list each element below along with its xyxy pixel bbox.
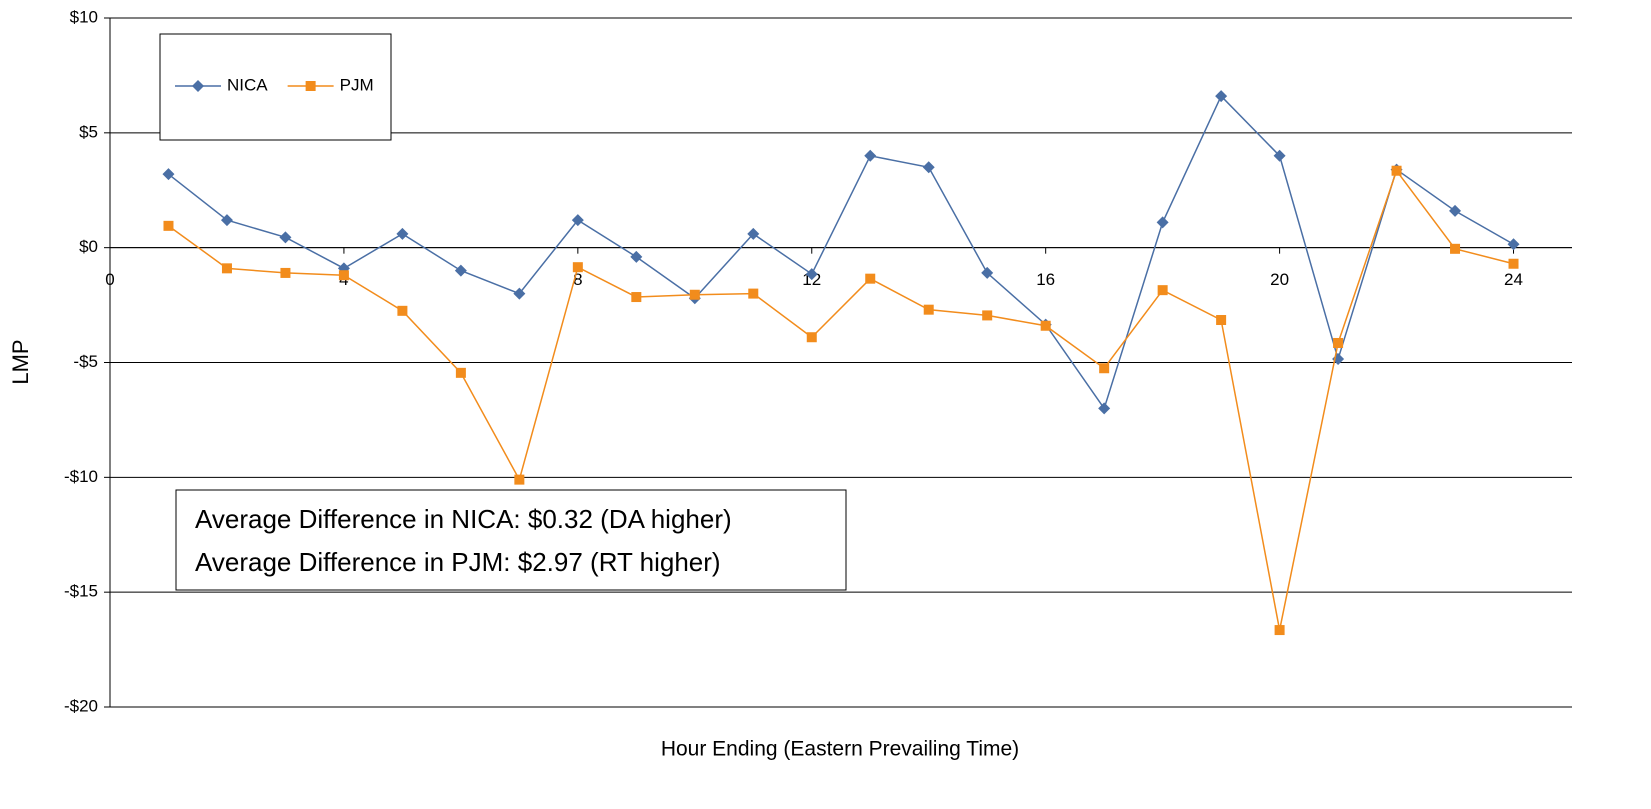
legend: NICA PJM [159, 33, 392, 141]
point [1391, 165, 1402, 176]
point [396, 227, 409, 240]
point [338, 270, 349, 281]
y-tick-label: $0 [79, 237, 98, 256]
annotation: Average Difference in NICA: $0.32 (DA hi… [175, 489, 847, 591]
point [454, 264, 467, 277]
series-line [168, 94, 1514, 411]
legend-marker [305, 81, 316, 91]
x-axis-label: Hour Ending (Eastern Prevailing Time) [661, 738, 1019, 761]
point [162, 168, 175, 181]
point [922, 161, 935, 174]
point [279, 231, 292, 244]
legend-label: NICA [227, 75, 268, 94]
y-tick-label: -$20 [64, 696, 98, 715]
point [571, 214, 584, 227]
x-tick-label: 20 [1270, 270, 1289, 289]
point [1273, 149, 1286, 162]
point [280, 267, 291, 278]
point [748, 288, 759, 299]
point [1450, 243, 1461, 254]
y-tick-label: -$5 [73, 352, 98, 371]
point [864, 149, 877, 162]
point [981, 266, 994, 279]
point [572, 262, 583, 273]
point [689, 289, 700, 300]
y-tick-label: -$10 [64, 467, 98, 486]
point [514, 474, 525, 485]
x-tick-label: 24 [1504, 270, 1523, 289]
y-tick-label: -$15 [64, 582, 98, 601]
point [1040, 320, 1051, 331]
x-tick-label: 16 [1036, 270, 1055, 289]
annotation-text: Average Difference in NICA: $0.32 (DA hi… [195, 504, 732, 534]
point [1215, 90, 1228, 103]
point [1333, 337, 1344, 348]
point [221, 263, 232, 274]
legend-marker [192, 80, 204, 92]
y-tick-label: $10 [70, 7, 98, 26]
x-tick-label: 8 [573, 270, 582, 289]
series-line [168, 169, 1514, 631]
y-axis-label: LMP [8, 339, 33, 384]
point [1216, 315, 1227, 326]
legend-label: PJM [340, 75, 374, 94]
point [865, 273, 876, 284]
point [1098, 402, 1111, 415]
point [513, 287, 526, 300]
point [220, 214, 233, 227]
x-tick-label: 0 [105, 270, 114, 289]
point [806, 332, 817, 343]
point [1099, 363, 1110, 374]
point [1274, 625, 1285, 636]
point [455, 367, 466, 378]
point [1507, 238, 1520, 251]
point [1157, 285, 1168, 296]
point [982, 310, 993, 321]
point [630, 250, 643, 263]
point [747, 227, 760, 240]
point [805, 268, 818, 281]
annotation-text: Average Difference in PJM: $2.97 (RT hig… [195, 547, 721, 577]
point [397, 305, 408, 316]
point [923, 304, 934, 315]
y-tick-label: $5 [79, 122, 98, 141]
point [1449, 204, 1462, 217]
point [163, 220, 174, 231]
point [631, 292, 642, 303]
annotation-box [175, 489, 847, 591]
point [1156, 216, 1169, 229]
point [1508, 258, 1519, 269]
